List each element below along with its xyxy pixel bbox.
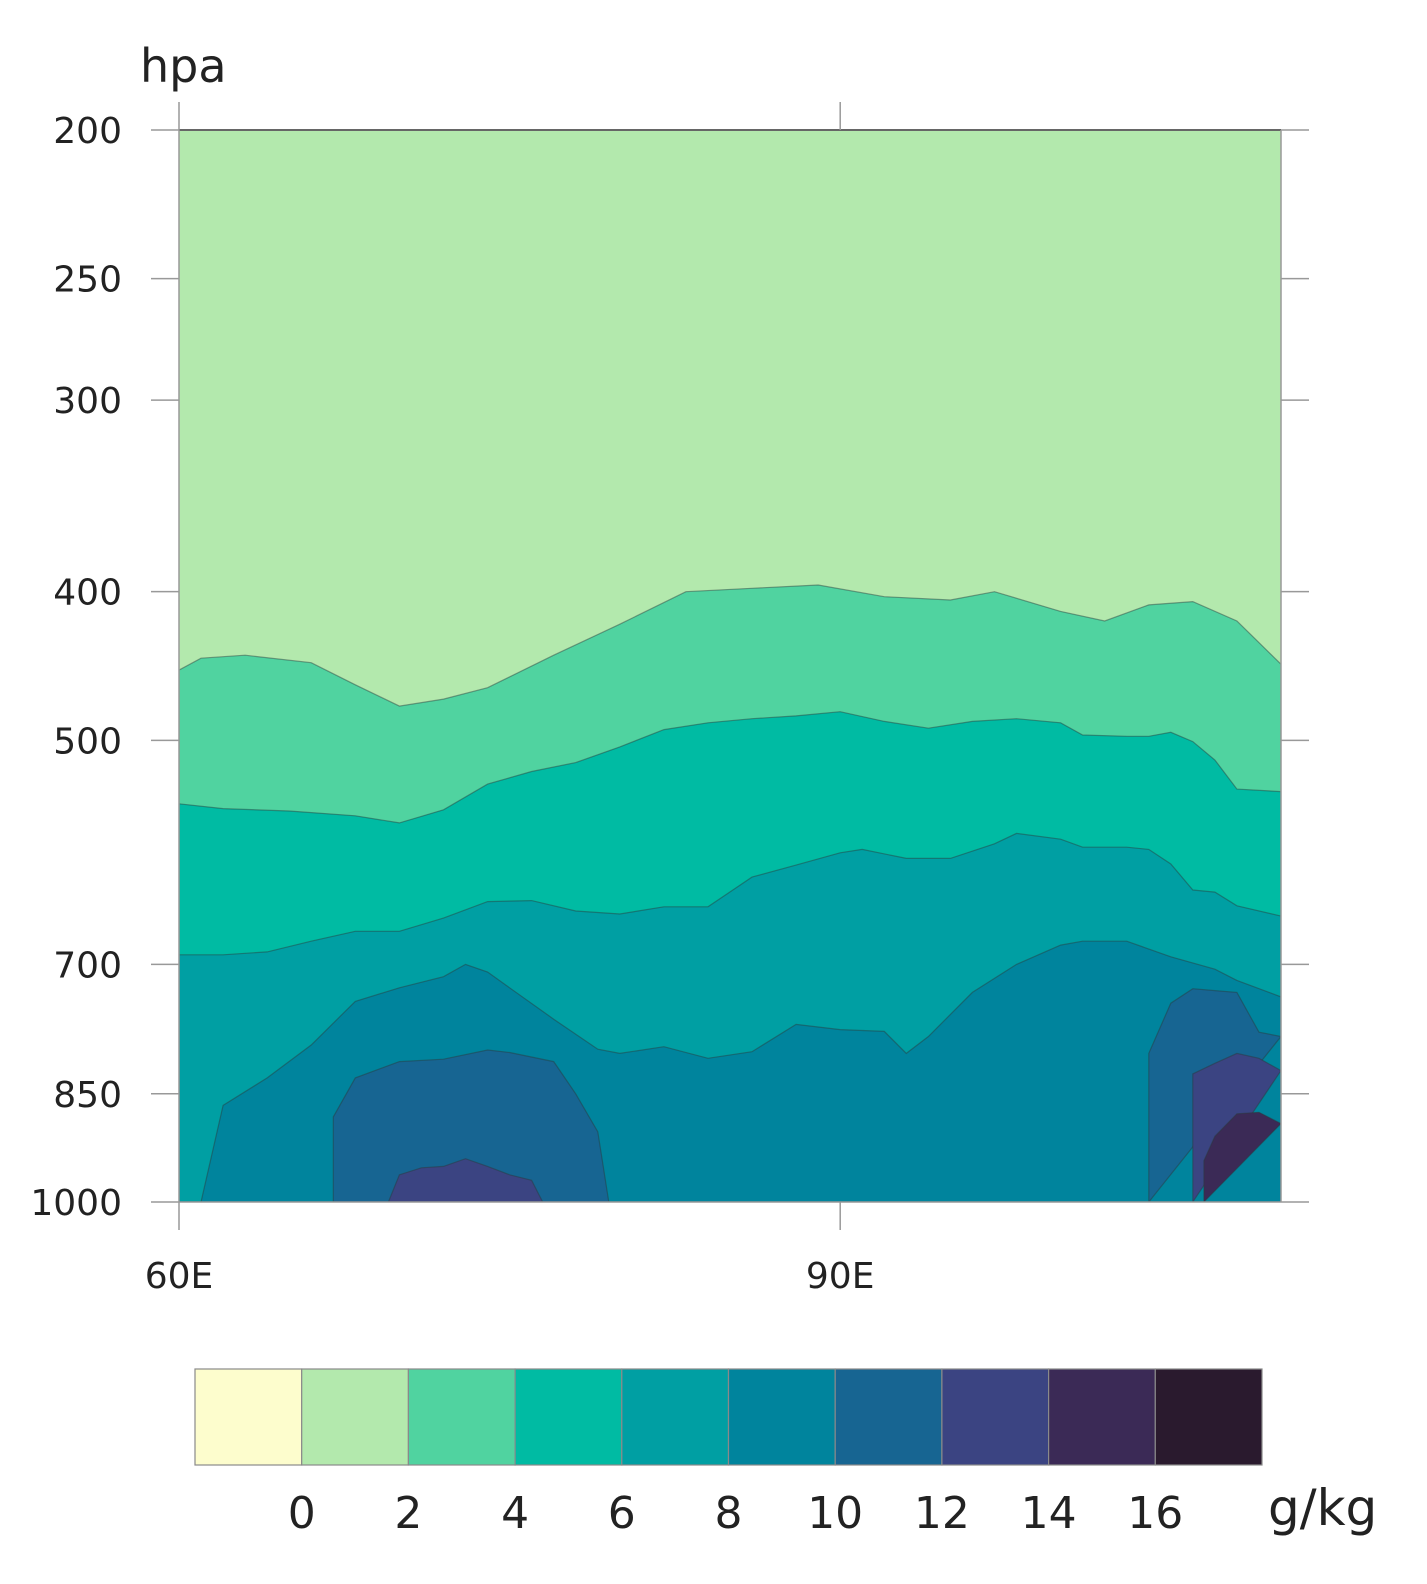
y-tick-label: 200 [53, 111, 122, 152]
colorbar-unit: g/kg [1268, 1479, 1377, 1537]
contour-fills [179, 130, 1281, 1202]
contour-band-12 [387, 1158, 544, 1202]
colorbar-swatch [621, 1368, 730, 1466]
y-tick-label: 1000 [30, 1183, 122, 1224]
colorbar-level-label: 2 [394, 1488, 422, 1539]
colorbar-level-label: 16 [1127, 1488, 1183, 1539]
contour-band-14 [1203, 1111, 1281, 1202]
colorbar-level-label: 12 [914, 1488, 970, 1539]
colorbar-level-label: 6 [608, 1488, 636, 1539]
colorbar: 0 2 4 6 8 10 12 14 16 [194, 1368, 1263, 1539]
y-tick-label: 300 [53, 381, 122, 422]
colorbar-level-label: 4 [501, 1488, 529, 1539]
colorbar-level-label: 14 [1021, 1488, 1077, 1539]
contour-band-10 [332, 1049, 610, 1202]
y-tick-label: 400 [53, 573, 122, 614]
plot-axes: 200 250 300 400 500 700 850 1000 60E 90E [30, 102, 1309, 1297]
colorbar-swatch [1154, 1368, 1263, 1466]
colorbar-level-label: 8 [715, 1488, 743, 1539]
colorbar-swatch [407, 1368, 516, 1466]
colorbar-swatch [194, 1368, 303, 1466]
colorbar-level-label: 10 [807, 1488, 863, 1539]
y-tick-label: 850 [53, 1075, 122, 1116]
colorbar-swatch [1047, 1368, 1156, 1466]
y-tick-label: 700 [53, 945, 122, 986]
colorbar-swatch [514, 1368, 623, 1466]
x-tick-label: 90E [806, 1256, 875, 1297]
colorbar-swatch [301, 1368, 410, 1466]
colorbar-level-label: 0 [288, 1488, 316, 1539]
colorbar-swatch [727, 1368, 836, 1466]
y-tick-label: 250 [53, 260, 122, 301]
colorbar-swatch [941, 1368, 1050, 1466]
colorbar-swatch [834, 1368, 943, 1466]
x-tick-label: 60E [145, 1256, 214, 1297]
y-axis-label: hpa [140, 39, 227, 93]
y-tick-label: 500 [53, 721, 122, 762]
